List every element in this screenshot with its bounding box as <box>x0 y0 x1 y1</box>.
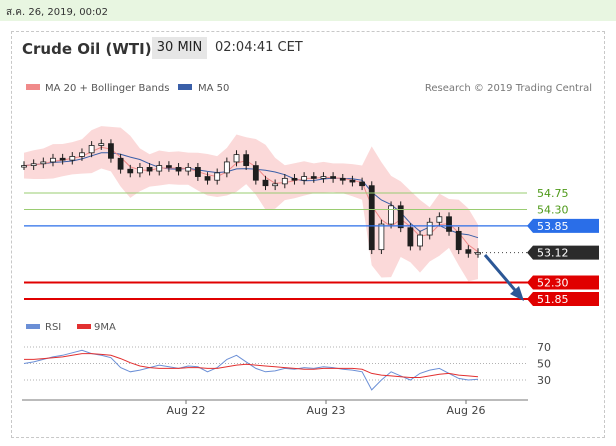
candle-body <box>252 165 259 181</box>
candle-body <box>407 227 414 247</box>
rsi-tick-label: 70 <box>537 341 551 354</box>
candle-body <box>368 185 375 251</box>
candle-body <box>291 177 298 181</box>
candle-body <box>359 181 365 187</box>
date-text: ส.ค. 26, 2019, 00:02 <box>6 7 109 18</box>
credit-text: Research © 2019 Trading Central <box>425 83 592 94</box>
rsi-ma-line <box>24 353 479 378</box>
instrument-title: Crude Oil (WTI) <box>22 40 152 58</box>
candle-body <box>88 145 95 154</box>
bollinger-legend-swatch <box>26 84 40 90</box>
candle-body <box>30 163 37 166</box>
candle-body <box>69 156 76 161</box>
support-label: 52.30 <box>537 277 569 290</box>
rsi-layer: 70 50 30 <box>23 341 551 391</box>
candle-body <box>272 183 279 187</box>
candle-body <box>214 172 221 181</box>
candle-body <box>301 176 308 181</box>
resistance-label: 54.30 <box>537 203 569 216</box>
candle-body <box>330 176 337 179</box>
candle-body <box>426 221 433 236</box>
chart-panel <box>11 31 605 438</box>
rsi-ma-legend-swatch <box>77 324 91 329</box>
x-axis: Aug 22 Aug 23 Aug 26 <box>167 400 486 417</box>
bollinger-band <box>24 126 478 282</box>
ma50-legend-swatch <box>178 84 192 90</box>
candle-body <box>243 154 250 166</box>
bollinger-legend-label: MA 20 + Bollinger Bands <box>45 83 169 94</box>
candle-body <box>117 157 124 170</box>
clock-time: 02:04:41 CET <box>215 40 303 55</box>
timeframe-badge[interactable]: 30 MIN <box>152 37 207 59</box>
x-tick-label: Aug 23 <box>307 404 346 417</box>
candle-body <box>204 176 211 181</box>
x-tick-label: Aug 22 <box>167 404 206 417</box>
forecast-arrow-line <box>483 254 522 297</box>
candle-body <box>40 161 47 165</box>
candle-body <box>146 167 153 172</box>
support-tag <box>527 292 599 306</box>
rsi-ma-legend-label: 9MA <box>94 322 116 333</box>
x-tick-label: Aug 26 <box>447 404 486 417</box>
candle-body <box>262 179 269 187</box>
candle-body <box>436 216 443 223</box>
candle-body <box>388 205 394 225</box>
rsi-tick-label: 30 <box>537 374 551 387</box>
candle-body <box>79 152 85 157</box>
rsi-tick-label: 50 <box>537 358 551 371</box>
candle-body <box>185 167 192 172</box>
pivot-tag <box>527 218 599 233</box>
candle-body <box>349 179 356 183</box>
candle-body <box>281 177 288 185</box>
candle-body <box>223 161 230 174</box>
price-layer <box>21 126 481 282</box>
candle-body <box>98 143 105 146</box>
date-strip: ส.ค. 26, 2019, 00:02 <box>0 0 616 21</box>
candle-body <box>310 176 317 179</box>
rsi-legend-swatch <box>26 324 40 329</box>
candle-body <box>108 143 114 159</box>
candle-body <box>156 165 163 172</box>
last-price-tag <box>527 245 599 260</box>
candle-body <box>194 167 201 177</box>
candle-body <box>233 154 240 163</box>
candle-body <box>465 249 472 254</box>
level-layer: 54.75 54.30 53.85 53.12 52.30 51.85 <box>24 187 599 306</box>
support-tag <box>527 275 599 290</box>
rsi-legend-label: RSI <box>45 322 61 333</box>
candle-body <box>397 205 404 229</box>
candle-body <box>339 177 346 181</box>
candle-body <box>417 234 423 247</box>
pivot-label: 53.85 <box>537 220 569 233</box>
candle-body <box>446 216 452 232</box>
candle-body <box>137 167 143 174</box>
candle-body <box>175 167 182 172</box>
candle-body <box>59 157 66 161</box>
candle-body <box>21 165 27 168</box>
candle-body <box>165 165 172 168</box>
last-price-label: 53.12 <box>537 247 569 260</box>
ma50-legend-label: MA 50 <box>198 83 229 94</box>
rsi-line <box>23 349 479 391</box>
candle-body <box>455 230 462 251</box>
candle-body <box>320 176 327 179</box>
resistance-label: 54.75 <box>537 187 569 200</box>
candle-body <box>50 157 56 163</box>
candle-body <box>378 223 385 251</box>
support-label: 51.85 <box>537 293 569 306</box>
candle-body <box>127 168 134 174</box>
forecast-arrow-head <box>510 286 524 301</box>
